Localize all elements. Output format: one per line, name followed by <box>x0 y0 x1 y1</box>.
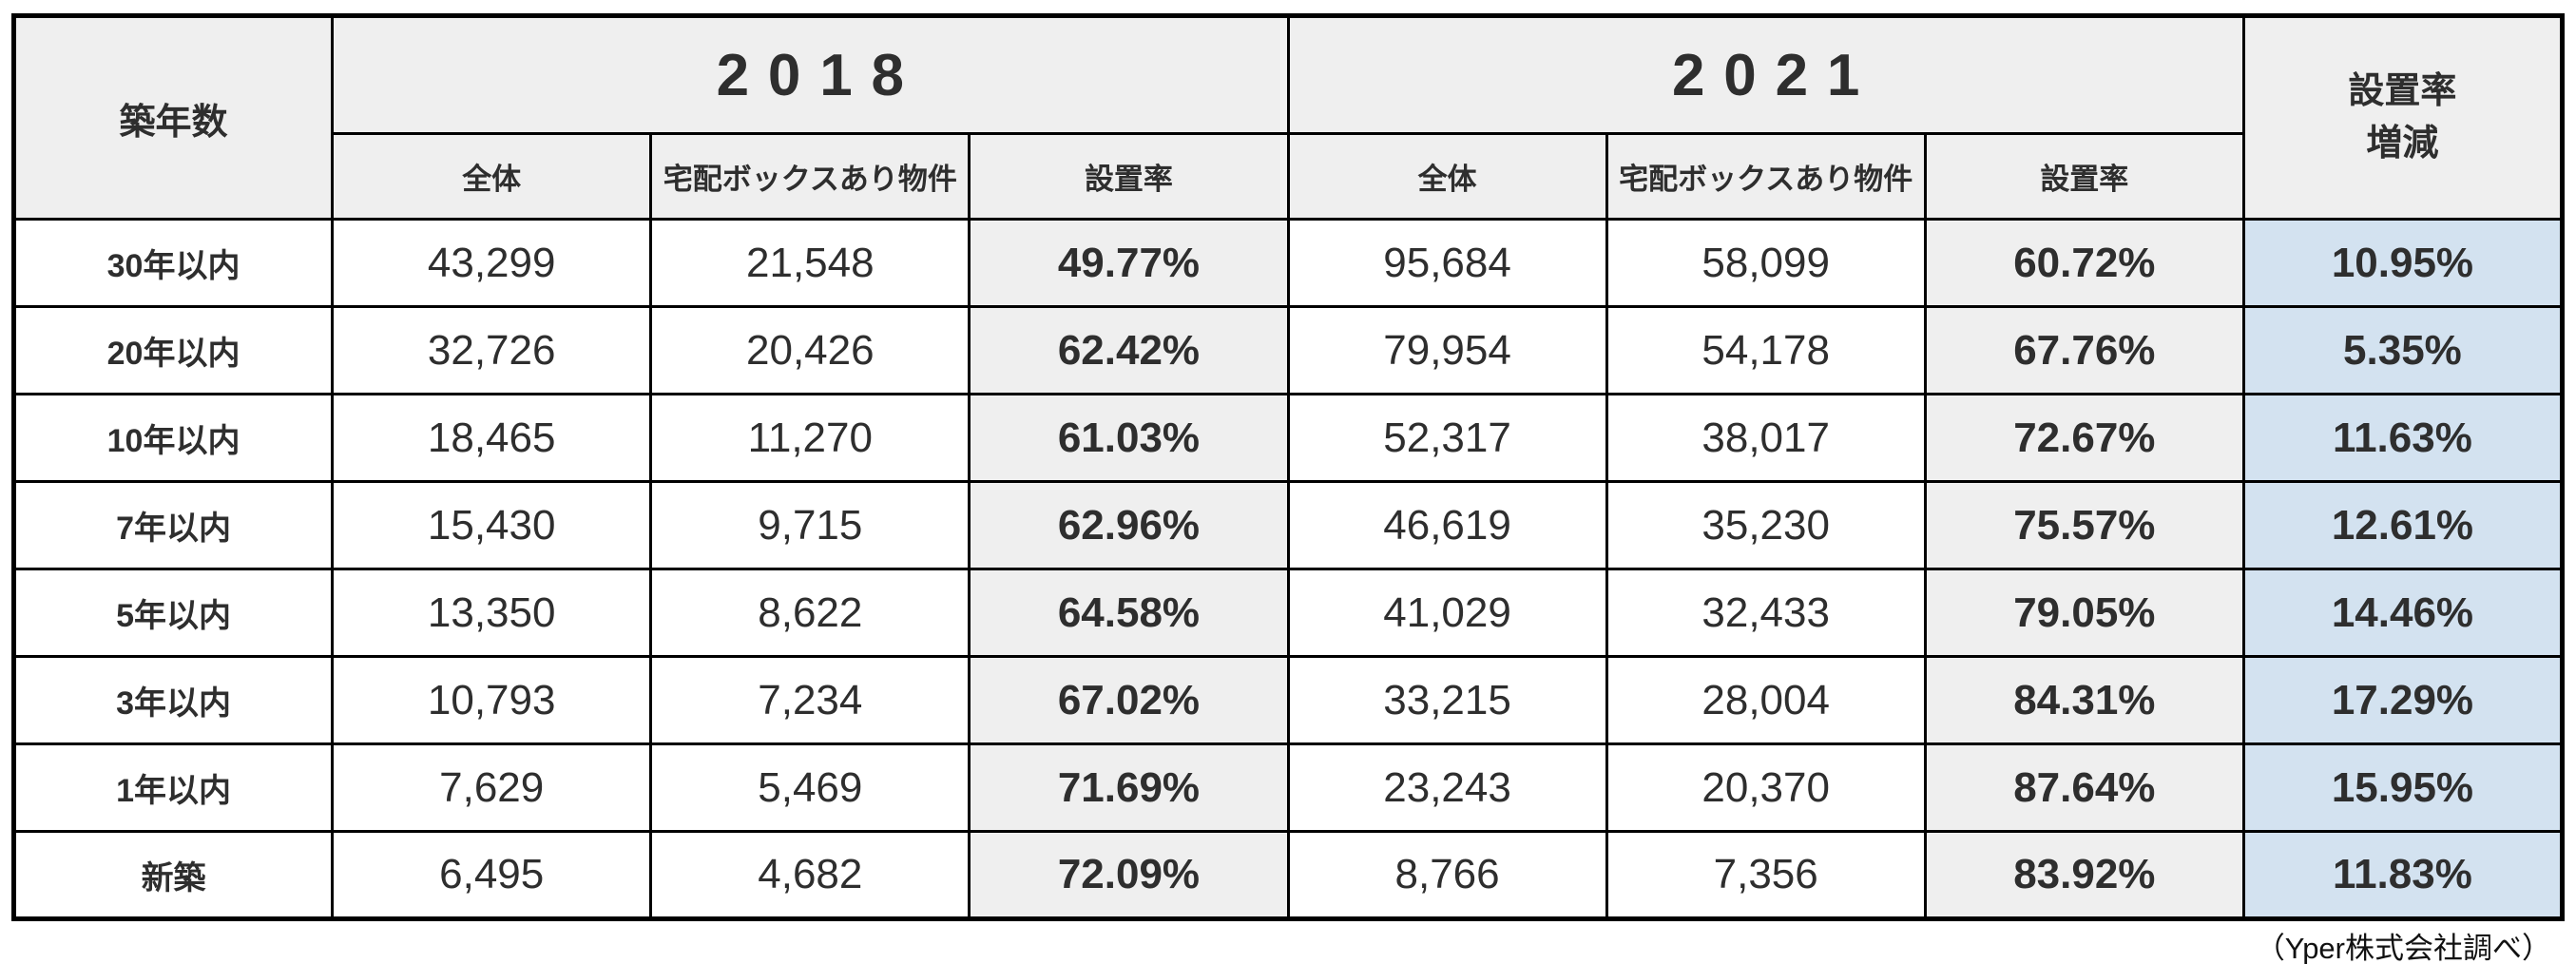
cell-2018-total: 15,430 <box>331 480 653 570</box>
cell-2021-rate: 83.92% <box>1923 830 2245 920</box>
header-2018-rate: 設置率 <box>968 132 1290 221</box>
cell-2021-withbox: 35,230 <box>1605 480 1927 570</box>
row-label: 3年以内 <box>11 655 335 745</box>
row-label: 10年以内 <box>11 393 335 483</box>
table-row: 5年以内 13,350 8,622 64.58% 41,029 32,433 79.05% 1… <box>11 568 2565 658</box>
cell-2021-total: 95,684 <box>1286 218 1608 308</box>
header-delta-line1: 設置率 <box>2348 70 2457 111</box>
cell-2021-total: 79,954 <box>1286 305 1608 395</box>
row-label: 30年以内 <box>11 218 335 308</box>
row-label: 20年以内 <box>11 305 335 395</box>
cell-2018-total: 10,793 <box>331 655 653 745</box>
cell-2018-rate: 62.42% <box>968 305 1290 395</box>
cell-2018-total: 18,465 <box>331 393 653 483</box>
cell-2021-total: 46,619 <box>1286 480 1608 570</box>
cell-2018-rate: 62.96% <box>968 480 1290 570</box>
data-table: 築年数 2018 2021 設置率 増減 全体 宅配ボックスあり物件 設置率 全… <box>11 13 2565 921</box>
header-2018-total: 全体 <box>331 132 653 221</box>
cell-2021-total: 41,029 <box>1286 568 1608 658</box>
cell-2018-withbox: 20,426 <box>649 305 971 395</box>
row-label: 7年以内 <box>11 480 335 570</box>
header-2021-withbox: 宅配ボックスあり物件 <box>1605 132 1927 221</box>
cell-delta: 12.61% <box>2241 480 2565 570</box>
header-2021-rate: 設置率 <box>1923 132 2245 221</box>
cell-2021-rate: 79.05% <box>1923 568 2245 658</box>
cell-delta: 17.29% <box>2241 655 2565 745</box>
cell-2021-withbox: 32,433 <box>1605 568 1927 658</box>
cell-2018-withbox: 5,469 <box>649 742 971 833</box>
table-header: 築年数 2018 2021 設置率 増減 全体 宅配ボックスあり物件 設置率 全… <box>11 14 2565 221</box>
header-delta: 設置率 増減 <box>2241 14 2565 221</box>
row-label: 1年以内 <box>11 742 335 833</box>
table-row: 1年以内 7,629 5,469 71.69% 23,243 20,370 87.64% 15… <box>11 742 2565 833</box>
header-2018-withbox: 宅配ボックスあり物件 <box>649 132 971 221</box>
cell-2018-withbox: 8,622 <box>649 568 971 658</box>
table-row: 30年以内 43,299 21,548 49.77% 95,684 58,099 60.72… <box>11 218 2565 308</box>
cell-delta: 11.63% <box>2241 393 2565 483</box>
cell-2021-rate: 75.57% <box>1923 480 2245 570</box>
cell-2018-total: 7,629 <box>331 742 653 833</box>
cell-2018-rate: 72.09% <box>968 830 1290 920</box>
cell-2018-total: 32,726 <box>331 305 653 395</box>
cell-2018-withbox: 11,270 <box>649 393 971 483</box>
table-row: 10年以内 18,465 11,270 61.03% 52,317 38,017 72.67… <box>11 393 2565 483</box>
header-delta-line2: 増減 <box>2366 124 2439 164</box>
cell-2021-withbox: 58,099 <box>1605 218 1927 308</box>
header-year-2021: 2021 <box>1286 14 2245 135</box>
cell-2018-withbox: 7,234 <box>649 655 971 745</box>
cell-2018-total: 6,495 <box>331 830 653 920</box>
header-2021-total: 全体 <box>1286 132 1608 221</box>
source-note: （Yper株式会社調べ） <box>2255 932 2551 964</box>
cell-delta: 11.83% <box>2241 830 2565 920</box>
cell-delta: 5.35% <box>2241 305 2565 395</box>
cell-2021-rate: 87.64% <box>1923 742 2245 833</box>
cell-2018-rate: 71.69% <box>968 742 1290 833</box>
cell-2021-rate: 84.31% <box>1923 655 2245 745</box>
cell-2021-total: 52,317 <box>1286 393 1608 483</box>
cell-2018-withbox: 9,715 <box>649 480 971 570</box>
row-label: 5年以内 <box>11 568 335 658</box>
cell-2021-total: 23,243 <box>1286 742 1608 833</box>
table-row: 3年以内 10,793 7,234 67.02% 33,215 28,004 84.31% 1… <box>11 655 2565 745</box>
cell-2018-total: 13,350 <box>331 568 653 658</box>
cell-delta: 10.95% <box>2241 218 2565 308</box>
cell-2021-withbox: 38,017 <box>1605 393 1927 483</box>
cell-2021-total: 33,215 <box>1286 655 1608 745</box>
cell-2021-withbox: 54,178 <box>1605 305 1927 395</box>
cell-2021-withbox: 28,004 <box>1605 655 1927 745</box>
cell-2018-withbox: 4,682 <box>649 830 971 920</box>
header-row-sub: 全体 宅配ボックスあり物件 設置率 全体 宅配ボックスあり物件 設置率 <box>14 132 2563 221</box>
header-age: 築年数 <box>11 14 335 221</box>
cell-2018-total: 43,299 <box>331 218 653 308</box>
cell-2021-rate: 72.67% <box>1923 393 2245 483</box>
table-row: 20年以内 32,726 20,426 62.42% 79,954 54,178 67.76… <box>11 305 2565 395</box>
table-body: 30年以内 43,299 21,548 49.77% 95,684 58,099 60.72… <box>11 218 2565 920</box>
cell-2018-rate: 64.58% <box>968 568 1290 658</box>
cell-2021-rate: 60.72% <box>1923 218 2245 308</box>
cell-2018-withbox: 21,548 <box>649 218 971 308</box>
cell-delta: 15.95% <box>2241 742 2565 833</box>
cell-2021-rate: 67.76% <box>1923 305 2245 395</box>
cell-2018-rate: 49.77% <box>968 218 1290 308</box>
cell-2018-rate: 61.03% <box>968 393 1290 483</box>
cell-2021-withbox: 20,370 <box>1605 742 1927 833</box>
cell-2018-rate: 67.02% <box>968 655 1290 745</box>
row-label: 新築 <box>11 830 335 920</box>
table-row: 7年以内 15,430 9,715 62.96% 46,619 35,230 75.57% 1… <box>11 480 2565 570</box>
header-year-2018: 2018 <box>331 14 1290 135</box>
header-row-years: 築年数 2018 2021 設置率 増減 <box>11 14 2565 221</box>
table-row: 新築 6,495 4,682 72.09% 8,766 7,356 83.92% 11.83% <box>11 830 2565 920</box>
cell-delta: 14.46% <box>2241 568 2565 658</box>
cell-2021-withbox: 7,356 <box>1605 830 1927 920</box>
cell-2021-total: 8,766 <box>1286 830 1608 920</box>
